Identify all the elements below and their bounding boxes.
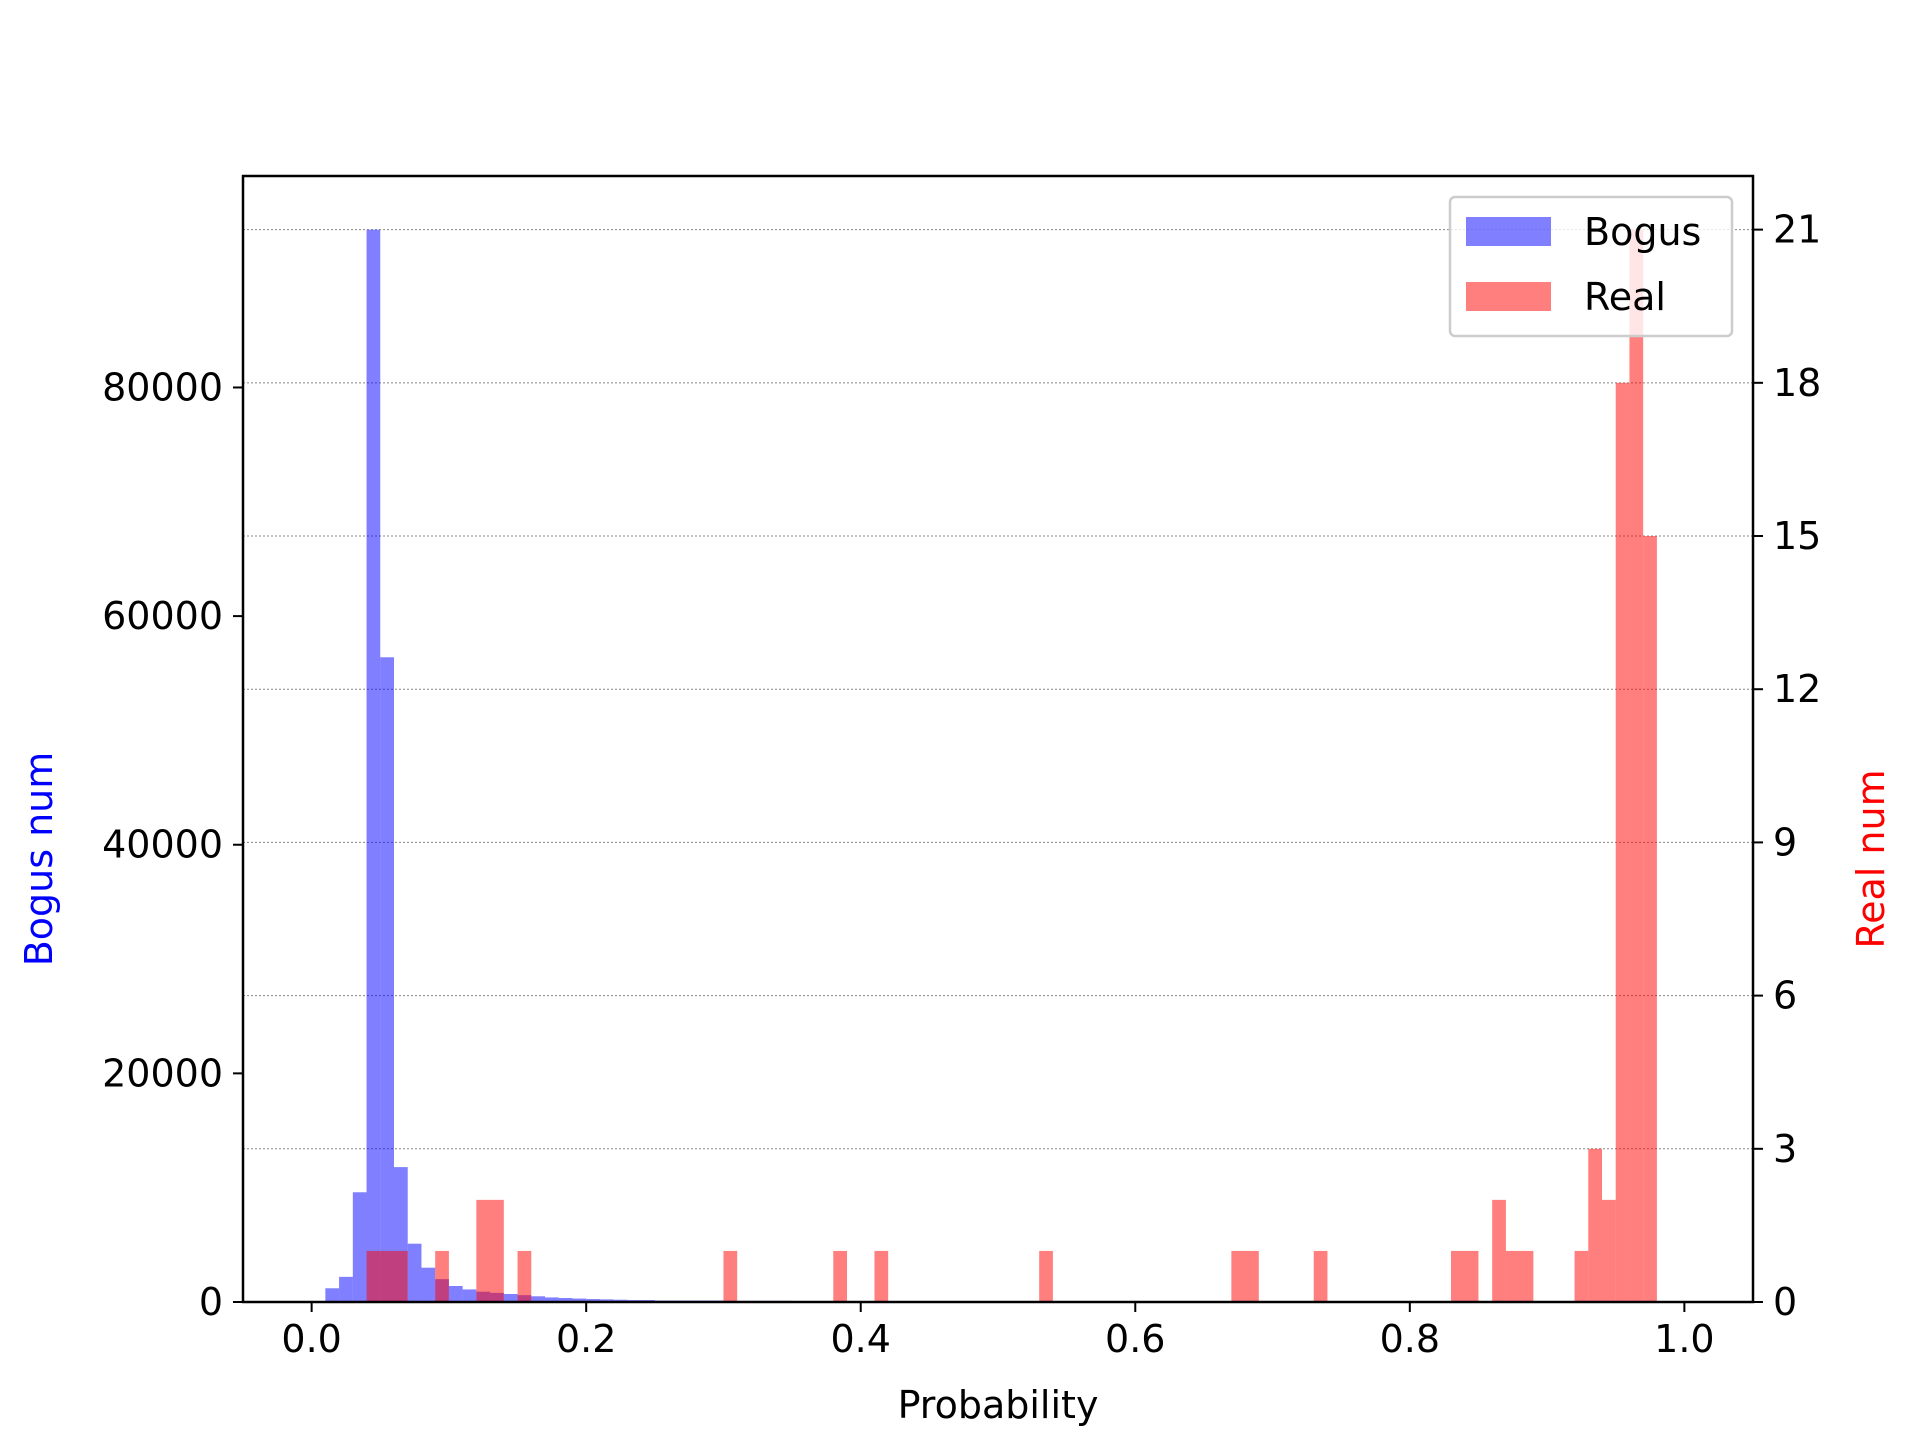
bar-real bbox=[1492, 1199, 1506, 1302]
right-y-tick-label: 6 bbox=[1773, 974, 1797, 1018]
bar-bogus bbox=[531, 1296, 545, 1302]
series-bogus bbox=[325, 229, 1657, 1303]
legend-label-real: Real bbox=[1584, 275, 1666, 319]
left-y-axis-label: Bogus num bbox=[17, 752, 61, 967]
bar-real bbox=[1039, 1250, 1053, 1302]
legend-swatch-real bbox=[1466, 282, 1551, 311]
bar-real bbox=[723, 1250, 738, 1302]
plot-frame bbox=[241, 174, 1755, 1304]
bar-bogus bbox=[599, 1299, 614, 1302]
bar-bogus bbox=[339, 1276, 353, 1302]
x-axis-label: Probability bbox=[898, 1383, 1099, 1427]
right-y-tick-label: 12 bbox=[1773, 667, 1821, 711]
bar-bogus bbox=[380, 657, 394, 1302]
bar-bogus bbox=[448, 1285, 463, 1302]
left-y-tick-label: 80000 bbox=[102, 365, 223, 409]
right-y-tick-label: 15 bbox=[1773, 514, 1821, 558]
x-tick-label: 0.6 bbox=[1105, 1317, 1165, 1361]
bar-bogus bbox=[352, 1192, 367, 1302]
bar-real bbox=[1231, 1250, 1259, 1302]
series-real bbox=[366, 229, 1657, 1303]
bar-real bbox=[366, 1250, 408, 1302]
bar-real bbox=[874, 1250, 889, 1302]
bar-real bbox=[517, 1250, 532, 1302]
legend-swatch-bogus bbox=[1466, 217, 1551, 246]
right-y-axis: 0 3 6 9 12 15 18 21 bbox=[1753, 208, 1821, 1324]
right-y-tick-label: 3 bbox=[1773, 1127, 1797, 1171]
bar-real bbox=[476, 1199, 504, 1302]
bar-bogus bbox=[366, 229, 381, 1303]
bar-bogus bbox=[572, 1298, 587, 1302]
bar-real bbox=[1602, 1199, 1616, 1302]
right-y-axis-label: Real num bbox=[1849, 769, 1893, 948]
x-axis: 0.0 0.2 0.4 0.6 0.8 1.0 bbox=[281, 1302, 1715, 1361]
right-y-tick-label: 21 bbox=[1773, 208, 1821, 252]
x-tick-label: 0.2 bbox=[556, 1317, 616, 1361]
bar-bogus bbox=[325, 1288, 340, 1302]
bar-bogus bbox=[558, 1297, 573, 1302]
bar-real bbox=[1629, 229, 1644, 1303]
bar-real bbox=[1574, 1250, 1589, 1302]
x-tick-label: 0.0 bbox=[281, 1317, 341, 1361]
bar-real bbox=[1588, 1148, 1602, 1302]
right-y-tick-label: 9 bbox=[1773, 820, 1797, 864]
bar-bogus bbox=[503, 1293, 518, 1302]
bar-real bbox=[1615, 382, 1630, 1303]
left-y-axis: 0 20000 40000 60000 80000 bbox=[102, 365, 243, 1324]
x-tick-label: 0.4 bbox=[831, 1317, 891, 1361]
left-y-tick-label: 60000 bbox=[102, 594, 223, 638]
bar-real bbox=[1451, 1250, 1479, 1302]
grid-lines bbox=[243, 229, 1753, 1150]
bar-bogus bbox=[462, 1289, 477, 1302]
bar-bogus bbox=[586, 1299, 600, 1302]
bar-real bbox=[1313, 1250, 1328, 1302]
bar-bogus bbox=[407, 1243, 422, 1302]
right-y-tick-label: 18 bbox=[1773, 361, 1821, 405]
legend: Bogus Real bbox=[1448, 195, 1734, 338]
bar-real bbox=[833, 1250, 847, 1302]
bar-real bbox=[1505, 1250, 1534, 1302]
bar-bogus bbox=[421, 1267, 436, 1302]
x-tick-label: 0.8 bbox=[1380, 1317, 1440, 1361]
left-y-tick-label: 40000 bbox=[102, 823, 223, 867]
x-tick-label: 1.0 bbox=[1654, 1317, 1714, 1361]
bar-real bbox=[435, 1250, 449, 1302]
legend-label-bogus: Bogus bbox=[1584, 210, 1701, 254]
bar-bogus bbox=[545, 1297, 559, 1302]
left-y-tick-label: 20000 bbox=[102, 1051, 223, 1095]
bar-real bbox=[1643, 536, 1657, 1302]
left-y-tick-label: 0 bbox=[199, 1280, 223, 1324]
right-y-tick-label: 0 bbox=[1773, 1280, 1797, 1324]
